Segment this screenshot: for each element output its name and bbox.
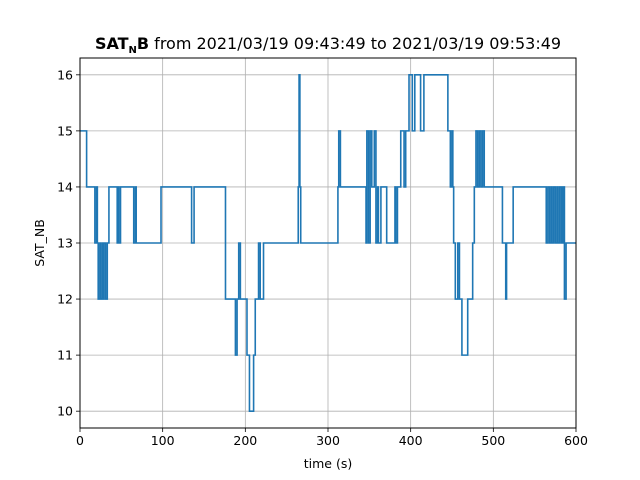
x-tick-label: 300 <box>316 433 340 448</box>
y-tick-label: 14 <box>57 179 73 194</box>
y-tick-label: 11 <box>57 348 73 363</box>
y-axis: 10 11 12 13 14 15 16 <box>57 67 80 419</box>
x-axis: 0 100 200 300 400 500 600 <box>76 428 588 448</box>
x-axis-label: time (s) <box>304 456 352 471</box>
x-tick-label: 100 <box>151 433 175 448</box>
title-rest: from 2021/03/19 09:43:49 to 2021/03/19 0… <box>149 34 561 53</box>
x-tick-label: 400 <box>399 433 423 448</box>
title-name-end: B <box>137 34 149 53</box>
series-line <box>80 74 576 412</box>
title-name-main: SAT <box>95 34 129 53</box>
x-tick-label: 0 <box>76 433 84 448</box>
title-name-sub: N <box>129 45 137 56</box>
y-tick-label: 12 <box>57 292 73 307</box>
series-layer <box>80 74 576 412</box>
y-tick-label: 16 <box>57 67 73 82</box>
x-tick-label: 500 <box>481 433 505 448</box>
x-tick-label: 200 <box>233 433 257 448</box>
y-tick-label: 13 <box>57 236 73 251</box>
y-tick-label: 10 <box>57 404 73 419</box>
chart-title: SATNB from 2021/03/19 09:43:49 to 2021/0… <box>95 34 561 56</box>
y-axis-label: SAT_NB <box>32 219 47 267</box>
x-tick-label: 600 <box>564 433 588 448</box>
y-tick-label: 15 <box>57 123 73 138</box>
